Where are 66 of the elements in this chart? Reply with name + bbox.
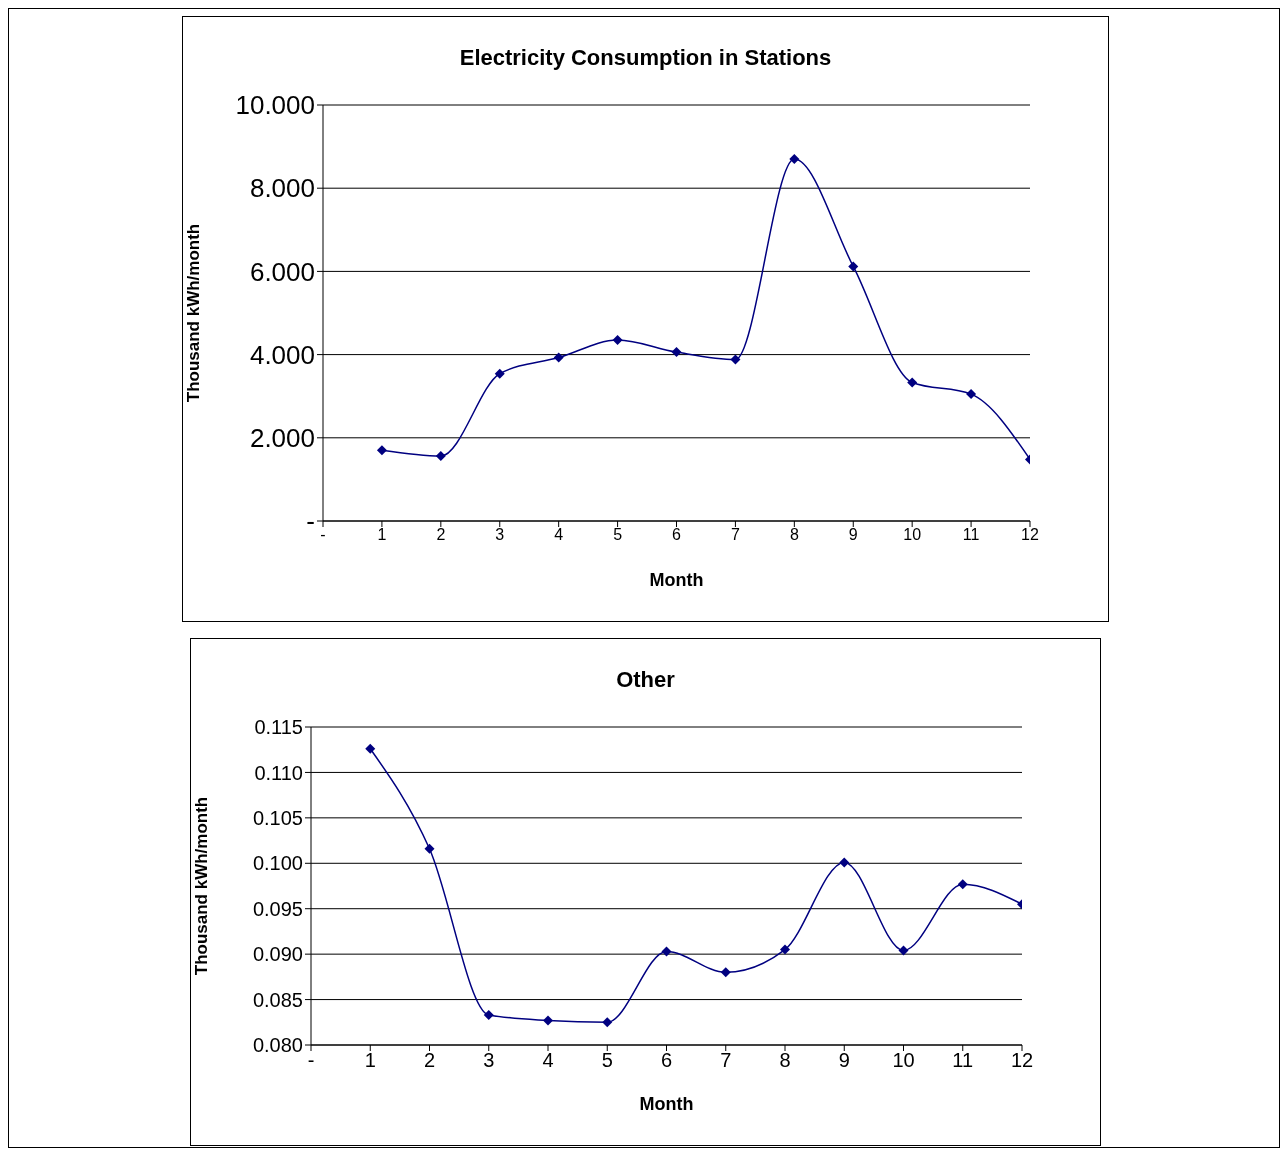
y-tick-label: 0.100 — [252, 852, 303, 875]
x-tick-label: 12 — [1021, 526, 1039, 544]
chart-title: Electricity Consumption in Stations — [458, 45, 833, 72]
y-tick-label: 0.095 — [252, 897, 303, 920]
point — [424, 843, 435, 854]
point — [780, 944, 790, 955]
point — [543, 1015, 553, 1026]
point — [720, 967, 731, 978]
x-tick-label: 5 — [613, 526, 623, 544]
y-tick-label: 2.000 — [249, 423, 315, 454]
x-tick-label: 8 — [789, 526, 799, 544]
y-tick-label: 0.090 — [252, 943, 303, 966]
y-tick-label: 0.105 — [252, 806, 303, 829]
x-tick-label: 9 — [838, 1049, 850, 1072]
x-tick-label: 9 — [848, 526, 858, 544]
x-tick-label: 10 — [903, 526, 922, 544]
x-tick-label: 1 — [377, 526, 387, 544]
x-tick-label: 7 — [730, 526, 740, 544]
x-tick-label: 4 — [554, 526, 564, 544]
point — [494, 368, 505, 379]
x-axis-title: Month — [649, 570, 704, 590]
x-tick-label: 11 — [962, 526, 980, 544]
point — [966, 389, 977, 400]
y-axis-title: Thousand kWh/month — [192, 796, 212, 976]
chart-title: Other — [615, 667, 676, 694]
x-axis-title: Month — [639, 1094, 694, 1114]
x-tick-label: 5 — [601, 1049, 613, 1072]
x-tick-label: 2 — [423, 1049, 436, 1072]
point — [612, 335, 623, 346]
point — [553, 352, 564, 363]
point — [839, 857, 850, 868]
point — [365, 743, 376, 754]
point — [789, 154, 800, 165]
y-tick-label: 0.115 — [254, 716, 303, 739]
x-tick-label: 6 — [672, 526, 682, 544]
y-tick-label: 0.080 — [252, 1034, 303, 1057]
point — [907, 377, 918, 388]
point — [376, 445, 387, 456]
point — [671, 347, 682, 358]
x-tick-label: - — [320, 526, 326, 544]
y-tick-label: 0.110 — [254, 761, 303, 784]
y-tick-label: 8.000 — [249, 173, 315, 204]
x-tick-label: 11 — [952, 1049, 974, 1072]
x-tick-label: 4 — [542, 1049, 554, 1072]
x-tick-label: 6 — [660, 1049, 673, 1072]
x-tick-label: 7 — [720, 1049, 732, 1072]
x-tick-label: 3 — [495, 526, 505, 544]
point — [730, 354, 741, 365]
point — [435, 451, 446, 462]
x-tick-label: 3 — [483, 1049, 495, 1072]
x-tick-label: 10 — [892, 1049, 915, 1072]
point — [661, 946, 672, 957]
y-tick-label: 4.000 — [249, 339, 315, 370]
y-axis-title: Thousand kWh/month — [184, 223, 204, 403]
point — [483, 1010, 494, 1021]
x-tick-label: 12 — [1010, 1049, 1034, 1072]
x-tick-label: 8 — [779, 1049, 791, 1072]
x-tick-label: 2 — [436, 526, 446, 544]
y-tick-label: 0.085 — [252, 988, 303, 1011]
y-tick-label: 10.000 — [235, 90, 315, 121]
point — [898, 945, 909, 956]
point — [602, 1017, 613, 1028]
point — [848, 261, 859, 272]
y-tick-label: 6.000 — [249, 256, 315, 287]
point — [957, 879, 968, 890]
x-tick-label: 1 — [364, 1049, 376, 1072]
